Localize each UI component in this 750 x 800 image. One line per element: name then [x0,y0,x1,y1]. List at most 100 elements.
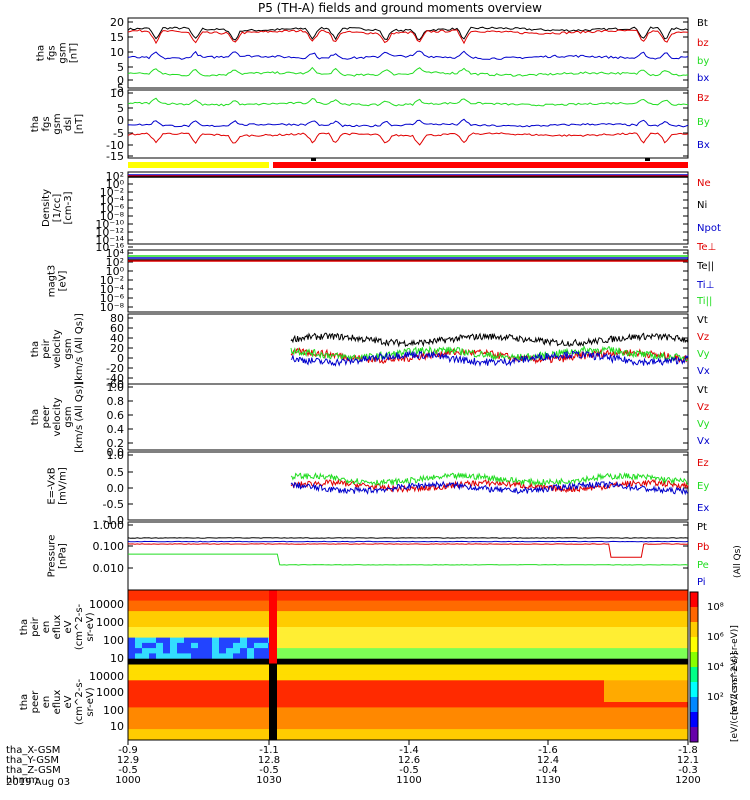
heatmap-cell [520,616,528,623]
heatmap-cell [485,642,493,649]
heatmap-cell [289,712,297,719]
heatmap-cell [149,642,157,649]
heatmap-cell [590,685,598,692]
heatmap-cell [611,674,619,681]
heatmap-cell [646,734,654,741]
heatmap-cell [219,664,227,670]
heatmap-cell [128,611,136,617]
heatmap-cell [639,653,647,660]
heatmap-cell [471,696,479,703]
heatmap-cell [380,632,388,639]
heatmap-cell [205,674,213,681]
heatmap-cell [569,616,577,623]
heatmap-cell [492,691,500,697]
heatmap-cell [583,685,591,692]
heatmap-cell [548,595,556,602]
heatmap-cell [317,600,325,607]
heatmap-cell [170,691,178,697]
heatmap-cell [135,691,143,697]
heatmap-cell [632,707,640,714]
heatmap-cell [240,611,248,617]
heatmap-cell [366,653,374,660]
heatmap-cell [359,637,367,644]
heatmap-cell [282,691,290,697]
heatmap-cell [352,691,360,697]
heatmap-cell [569,691,577,697]
heatmap-cell [366,605,374,612]
heatmap-cell [625,621,633,628]
heatmap-cell [184,611,192,617]
heatmap-cell [303,621,311,628]
heatmap-cell [415,674,423,681]
heatmap-cell [576,595,584,602]
heatmap-cell [163,605,171,612]
heatmap-cell [436,600,444,607]
heatmap-cell [163,658,171,665]
heatmap-cell [541,729,549,735]
heatmap-cell [177,674,185,681]
heatmap-cell [282,611,290,617]
y-tick-label: 10000 [89,598,124,611]
heatmap-cell [226,734,234,741]
heatmap-cell [240,632,248,639]
heatmap-cell [156,664,164,670]
heatmap-cell [576,648,584,654]
heatmap-cell [534,653,542,660]
heatmap-cell [583,664,591,670]
heatmap-cell [506,590,514,596]
heatmap-cell [506,685,514,692]
heatmap-cell [296,718,304,725]
heatmap-cell [653,648,661,654]
y-axis-label: tha [19,619,30,635]
heatmap-cell [422,611,430,617]
heatmap-cell [618,611,626,617]
heatmap-cell [485,723,493,730]
heatmap-cell [436,734,444,741]
heatmap-cell [471,669,479,676]
heatmap-cell [240,621,248,628]
series-line-Bz [127,132,689,146]
heatmap-cell [142,729,150,735]
heatmap-cell [387,734,395,741]
y-axis-label: [km/s (All Qs)] [74,313,85,385]
heatmap-cell [597,600,605,607]
heatmap-cell [443,632,451,639]
heatmap-cell [646,621,654,628]
heatmap-cell [415,600,423,607]
heatmap-cell [499,637,507,644]
heatmap-cell [198,621,206,628]
heatmap-cell [632,621,640,628]
x-tick-value: 12.1 [677,755,699,766]
heatmap-cell [492,685,500,692]
heatmap-cell [149,696,157,703]
heatmap-cell [282,674,290,681]
heatmap-cell [373,664,381,670]
heatmap-cell [569,600,577,607]
heatmap-cell [163,611,171,617]
heatmap-cell [415,648,423,654]
heatmap-cell [583,729,591,735]
heatmap-cell [422,669,430,676]
heatmap-cell [450,648,458,654]
heatmap-cell [464,723,472,730]
heatmap-cell [240,664,248,670]
heatmap-cell [527,685,535,692]
heatmap-cell [177,664,185,670]
heatmap-cell [646,600,654,607]
heatmap-cell [261,611,269,617]
heatmap-cell [373,680,381,687]
heatmap-cell [324,611,332,617]
heatmap-cell [415,632,423,639]
heatmap-cell [156,691,164,697]
heatmap-cell [450,685,458,692]
heatmap-cell [226,611,234,617]
y-tick-label: 1000 [96,616,124,629]
heatmap-cell [282,669,290,676]
heatmap-cell [471,691,479,697]
heatmap-cell [149,600,157,607]
heatmap-cell [646,590,654,596]
x-row-label: tha_X-GSM [6,745,60,756]
heatmap-cell [639,691,647,697]
heatmap-cell [506,707,514,714]
y-tick-label: 10² [106,256,124,269]
